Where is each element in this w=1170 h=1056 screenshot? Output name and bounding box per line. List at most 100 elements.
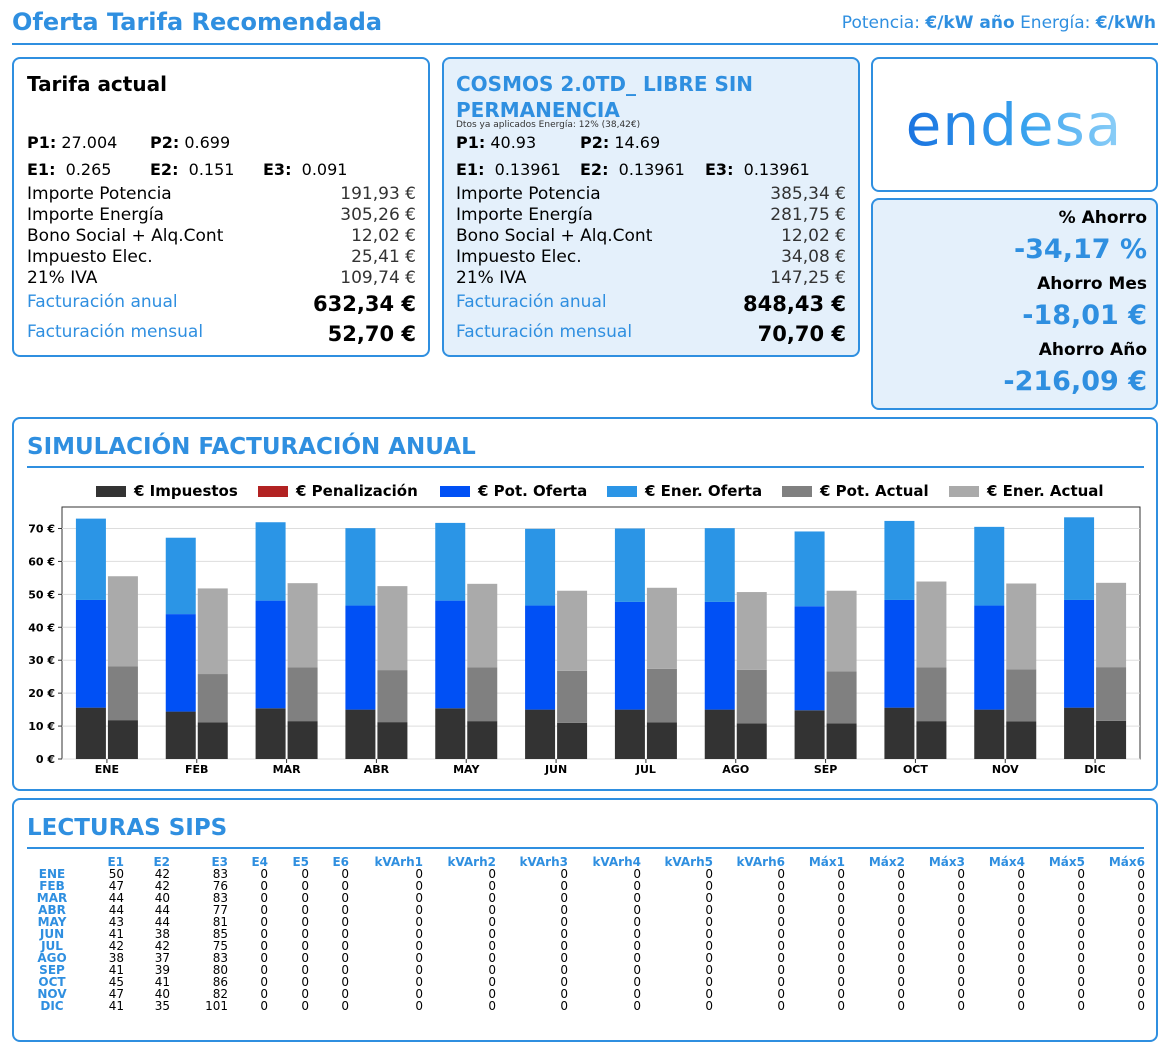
sips-cell: 0 bbox=[560, 903, 568, 917]
sips-cell: 0 bbox=[897, 903, 905, 917]
sips-cell: 86 bbox=[212, 975, 228, 989]
sips-cell: 0 bbox=[777, 903, 785, 917]
sips-col-header: E2 bbox=[153, 855, 170, 869]
sips-cell: 0 bbox=[1137, 951, 1145, 965]
current-row-label: Importe Energía bbox=[27, 205, 164, 225]
sips-cell: 0 bbox=[341, 891, 349, 905]
sips-cell: 0 bbox=[260, 891, 268, 905]
sips-cell: 0 bbox=[488, 951, 496, 965]
sips-cell: 0 bbox=[260, 951, 268, 965]
sips-cell: 0 bbox=[301, 915, 309, 929]
sips-cell: 0 bbox=[301, 963, 309, 977]
sips-cell: 0 bbox=[560, 987, 568, 1001]
sips-cell: 0 bbox=[260, 939, 268, 953]
sips-cell: 0 bbox=[560, 867, 568, 881]
sips-cell: 0 bbox=[488, 963, 496, 977]
sips-row: JUN 41 38 85 0 0 0 0 0 0 0 0 0 0 0 0 0 0 0 bbox=[26, 928, 1145, 940]
sips-cell: 0 bbox=[560, 915, 568, 929]
legend-ener-oferta: € Ener. Oferta bbox=[607, 482, 762, 500]
sips-cell: 0 bbox=[1077, 939, 1085, 953]
sips-cell: 0 bbox=[777, 939, 785, 953]
sips-cell: 47 bbox=[108, 879, 124, 893]
offer-annual-total: 848,43 € bbox=[743, 292, 846, 316]
sips-cell: 0 bbox=[488, 999, 496, 1013]
sips-cell: 0 bbox=[1137, 867, 1145, 881]
current-title: Tarifa actual bbox=[27, 72, 167, 96]
current-row-label: 21% IVA bbox=[27, 268, 98, 288]
sips-cell: 0 bbox=[341, 999, 349, 1013]
sips-month: ABR bbox=[38, 903, 66, 917]
sips-month: JUL bbox=[41, 939, 63, 953]
sips-cell: 83 bbox=[212, 867, 228, 881]
sips-cell: 0 bbox=[415, 951, 423, 965]
offer-e2: E2: 0.13961 bbox=[580, 160, 685, 179]
sips-cell: 0 bbox=[1137, 975, 1145, 989]
sips-cell: 0 bbox=[260, 963, 268, 977]
sips-col-header: kVArh2 bbox=[447, 855, 496, 869]
sips-cell: 0 bbox=[560, 963, 568, 977]
sips-cell: 40 bbox=[154, 987, 170, 1001]
sips-cell: 0 bbox=[415, 903, 423, 917]
sips-col-header: Máx1 bbox=[808, 855, 845, 869]
sips-cell: 101 bbox=[205, 999, 228, 1013]
sips-cell: 0 bbox=[837, 927, 845, 941]
sips-cell: 44 bbox=[108, 891, 124, 905]
sips-cell: 0 bbox=[705, 879, 713, 893]
sips-cell: 0 bbox=[341, 987, 349, 1001]
sips-cell: 41 bbox=[108, 927, 124, 941]
sips-col-header: kVArh6 bbox=[736, 855, 785, 869]
sips-cell: 0 bbox=[415, 999, 423, 1013]
sips-cell: 0 bbox=[1077, 891, 1085, 905]
sips-cell: 0 bbox=[1017, 951, 1025, 965]
legend-pot-oferta: € Pot. Oferta bbox=[440, 482, 587, 500]
sips-cell: 0 bbox=[633, 963, 641, 977]
sips-cell: 85 bbox=[212, 927, 228, 941]
sips-cell: 0 bbox=[301, 879, 309, 893]
header-divider bbox=[12, 43, 1158, 45]
sips-cell: 80 bbox=[212, 963, 228, 977]
sips-cell: 44 bbox=[154, 903, 170, 917]
page-title: Oferta Tarifa Recomendada bbox=[12, 8, 383, 36]
sips-cell: 0 bbox=[957, 927, 965, 941]
sips-month: AGO bbox=[37, 951, 67, 965]
offer-row-label: 21% IVA bbox=[456, 268, 527, 288]
sips-cell: 0 bbox=[1017, 903, 1025, 917]
sips-cell: 45 bbox=[108, 975, 124, 989]
sips-cell: 0 bbox=[560, 879, 568, 893]
sips-cell: 0 bbox=[1137, 891, 1145, 905]
sips-cell: 0 bbox=[260, 903, 268, 917]
sips-cell: 0 bbox=[837, 963, 845, 977]
offer-e3: E3: 0.13961 bbox=[705, 160, 810, 179]
sips-cell: 44 bbox=[154, 915, 170, 929]
sips-cell: 0 bbox=[777, 879, 785, 893]
sips-cell: 82 bbox=[212, 987, 228, 1001]
sips-cell: 0 bbox=[488, 867, 496, 881]
offer-annual-label: Facturación anual bbox=[456, 292, 607, 312]
sips-cell: 0 bbox=[415, 879, 423, 893]
sips-cell: 0 bbox=[633, 891, 641, 905]
sips-col-header: Máx6 bbox=[1108, 855, 1145, 869]
legend-pot-actual: € Pot. Actual bbox=[782, 482, 929, 500]
sips-cell: 0 bbox=[560, 891, 568, 905]
sips-cell: 0 bbox=[1077, 999, 1085, 1013]
current-monthly-label: Facturación mensual bbox=[27, 322, 204, 342]
sips-month: DIC bbox=[40, 999, 64, 1013]
sips-table: E1 E2 E3 E4 E5 E6 kVArh1 kVArh2 kVArh3 k… bbox=[26, 856, 1145, 1012]
current-row-label: Bono Social + Alq.Cont bbox=[27, 226, 224, 246]
sips-cell: 0 bbox=[957, 915, 965, 929]
current-row-value: 25,41 € bbox=[351, 247, 416, 267]
sips-cell: 0 bbox=[633, 975, 641, 989]
current-row-value: 109,74 € bbox=[340, 268, 416, 288]
sips-cell: 47 bbox=[108, 987, 124, 1001]
sips-cell: 0 bbox=[705, 999, 713, 1013]
current-e1: E1: 0.265 bbox=[27, 160, 112, 179]
sips-cell: 0 bbox=[260, 975, 268, 989]
sips-row: ABR 44 44 77 0 0 0 0 0 0 0 0 0 0 0 0 0 0 0 bbox=[26, 904, 1145, 916]
sips-cell: 0 bbox=[957, 999, 965, 1013]
sips-cell: 0 bbox=[837, 951, 845, 965]
sips-cell: 0 bbox=[488, 987, 496, 1001]
sips-cell: 37 bbox=[154, 951, 170, 965]
sips-cell: 0 bbox=[897, 879, 905, 893]
savings-month-label: Ahorro Mes bbox=[1037, 274, 1147, 294]
sips-cell: 0 bbox=[957, 975, 965, 989]
